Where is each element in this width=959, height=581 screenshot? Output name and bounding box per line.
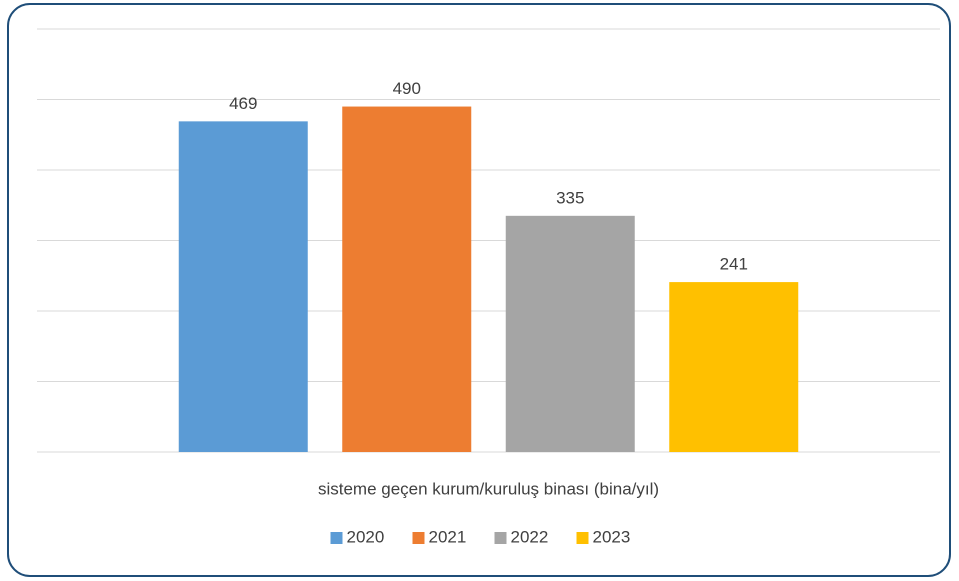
- bar: [342, 106, 472, 453]
- legend-label: 2023: [593, 527, 631, 546]
- legend-swatch: [412, 532, 425, 544]
- legend-label: 2020: [347, 527, 385, 546]
- bar: [505, 215, 635, 452]
- legend-swatch: [576, 532, 589, 544]
- legend-swatch: [494, 532, 507, 544]
- x-tick-label: sisteme geçen kurum/kuruluş binası (bina…: [318, 479, 659, 498]
- data-label: 469: [229, 94, 257, 113]
- data-label: 490: [393, 79, 421, 98]
- bar: [669, 282, 799, 452]
- data-label: 241: [720, 255, 748, 274]
- legend-label: 2021: [429, 527, 467, 546]
- legend-label: 2022: [511, 527, 549, 546]
- bar: [178, 121, 308, 452]
- legend-swatch: [330, 532, 343, 544]
- data-label: 335: [556, 188, 584, 207]
